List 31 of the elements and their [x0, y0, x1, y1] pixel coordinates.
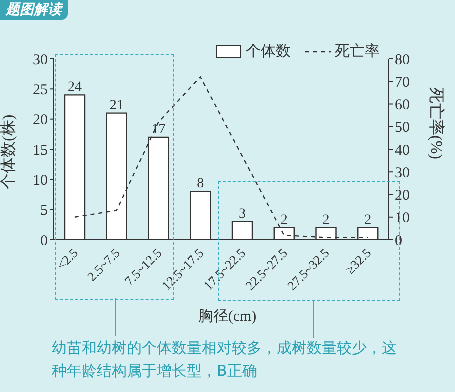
data-label: 17 — [152, 122, 166, 138]
x-axis-title: 胸径(cm) — [197, 308, 258, 326]
data-label: 24 — [68, 80, 82, 96]
y-tick-label: 10 — [33, 172, 48, 189]
y-tick-label: 15 — [33, 142, 48, 159]
y-axis-title: 个体数(株) — [0, 114, 18, 190]
y2-tick-label: 50 — [395, 120, 410, 136]
data-label: 8 — [197, 176, 204, 192]
data-label: 2 — [322, 212, 330, 228]
y-tick-label: 30 — [33, 52, 48, 68]
chart-title: 题图解读 — [0, 0, 68, 20]
data-label: 2 — [364, 212, 372, 228]
x-tick-label: <2.5 — [54, 246, 82, 273]
text: 幼苗和幼树的个体数量相对较多，成树数量较少，这种年龄结构属于增长型，B正确 — [52, 338, 397, 382]
legend-label: 死亡率 — [335, 42, 380, 61]
y-tick-label: 25 — [33, 82, 48, 98]
legend-label: 个体数 — [246, 42, 291, 61]
y2-tick-label: 20 — [395, 188, 410, 204]
y2-tick-label: 70 — [395, 74, 410, 91]
y2-tick-label: 40 — [395, 142, 410, 159]
data-label: 3 — [239, 206, 246, 222]
y-tick-label: 0 — [40, 233, 48, 250]
y2-axis-title: 死亡率(%) — [427, 88, 446, 160]
data-label: 2 — [280, 212, 288, 228]
y2-tick-label: 80 — [395, 52, 410, 68]
y2-tick-label: 0 — [395, 233, 402, 250]
y-tick-label: 20 — [33, 112, 48, 129]
data-label: 21 — [110, 98, 124, 114]
y2-tick-label: 60 — [395, 98, 410, 114]
y-tick-label: 5 — [40, 203, 48, 220]
y2-tick-label: 30 — [395, 165, 410, 182]
